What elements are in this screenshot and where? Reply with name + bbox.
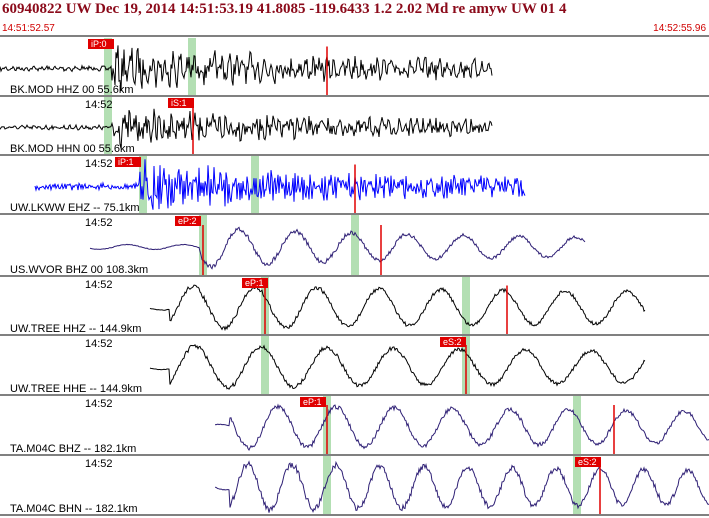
pick-flag [300, 397, 326, 407]
waveform [149, 284, 646, 332]
pick-label: iS:1 [171, 98, 187, 108]
pick-window [251, 156, 259, 213]
time-label: 14:52 [85, 217, 113, 229]
pick-window [104, 97, 112, 154]
pick-window [104, 38, 112, 95]
pick-label: eS:2 [578, 457, 597, 467]
waveform [214, 403, 709, 452]
pick-flag [575, 457, 601, 467]
pick-flag [440, 337, 466, 347]
waveform [0, 45, 493, 92]
end-time: 14:52:55.96 [653, 23, 706, 34]
pick-window [323, 456, 331, 514]
pick-flag [168, 98, 194, 108]
pick-flag [88, 39, 114, 49]
pick-label: eS:2 [443, 337, 462, 347]
trace-label: UW.TREE HHE -- 144.9km [10, 383, 142, 395]
trace-label: US.WVOR BHZ 00 108.3km [10, 264, 148, 276]
pick-label: eP:1 [245, 278, 264, 288]
pick-window [462, 277, 470, 334]
pick-label: eP:2 [178, 216, 197, 226]
pick-label: iP:1 [118, 157, 134, 167]
pick-flag [115, 157, 141, 167]
event-header: 60940822 UW Dec 19, 2014 14:51:53.19 41.… [2, 1, 567, 17]
waveform [89, 226, 586, 270]
pick-window [139, 156, 147, 213]
pick-label: eP:1 [303, 397, 322, 407]
trace-label: TA.M04C BHZ -- 182.1km [10, 443, 136, 455]
trace-label: TA.M04C BHN -- 182.1km [10, 503, 138, 515]
waveform [214, 460, 709, 513]
pick-window [261, 336, 269, 394]
trace-label: BK.MOD HHZ 00 55.6km [10, 84, 133, 96]
pick-window [573, 456, 581, 514]
time-label: 14:52 [85, 99, 113, 111]
time-label: 14:52 [85, 279, 113, 291]
time-label: 14:52 [85, 338, 113, 350]
time-label: 14:52 [85, 398, 113, 410]
time-label: 14:52 [85, 158, 113, 170]
pick-window [573, 396, 581, 454]
trace-label: BK.MOD HHN 00 55.6km [10, 143, 135, 155]
waveform [149, 343, 646, 391]
start-time: 14:51:52.57 [2, 23, 55, 34]
trace-label: UW.LKWW EHZ -- 75.1km [10, 202, 140, 214]
pick-flag [242, 278, 268, 288]
pick-label: iP:0 [91, 39, 107, 49]
waveform [34, 159, 526, 210]
waveform [0, 108, 493, 149]
pick-flag [175, 216, 201, 226]
pick-window [351, 215, 359, 275]
time-label: 14:52 [85, 458, 113, 470]
trace-label: UW.TREE HHZ -- 144.9km [10, 323, 141, 335]
